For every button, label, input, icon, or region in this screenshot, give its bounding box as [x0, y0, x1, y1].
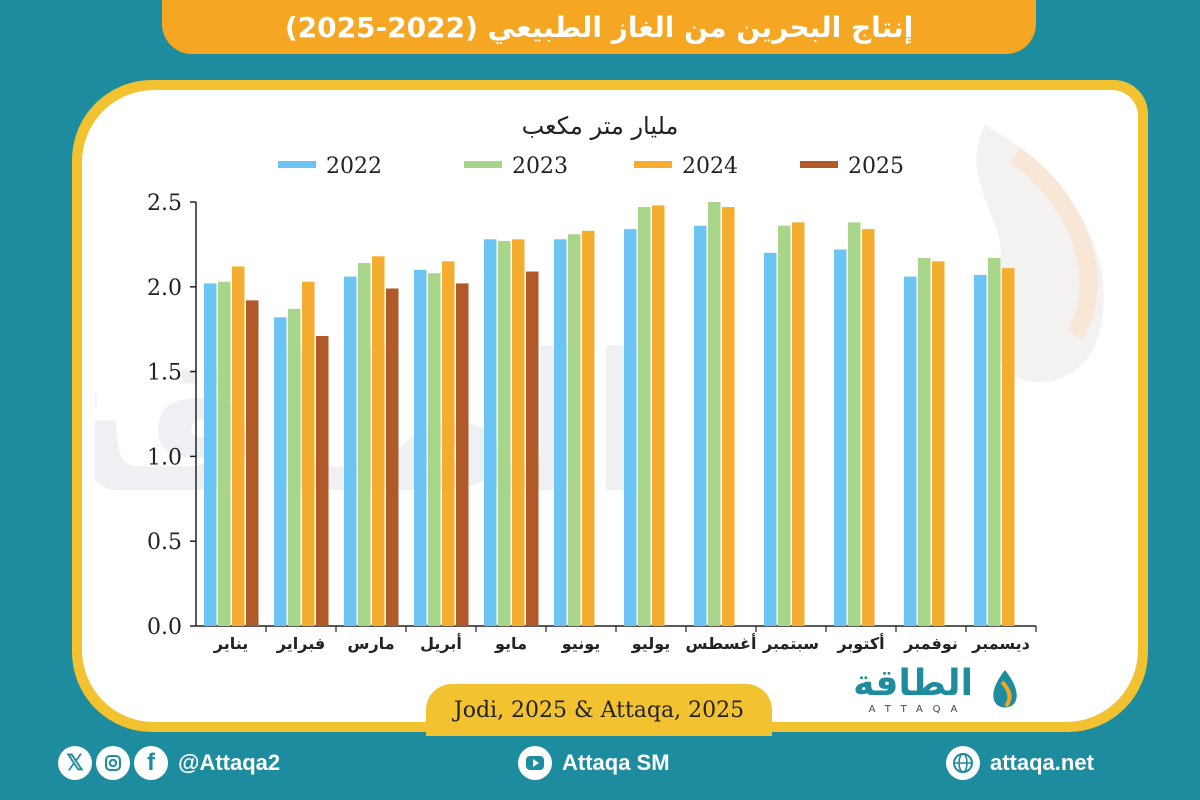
chart-title-banner: إنتاج البحرين من الغاز الطبيعي (2022-202…: [162, 0, 1036, 54]
legend-label-2023: 2023: [512, 154, 568, 179]
bar-2024-10: [862, 229, 875, 627]
facebook-icon[interactable]: f: [134, 746, 168, 780]
x-tick-label: أغسطس: [686, 633, 757, 653]
legend-label-2022: 2022: [326, 154, 382, 179]
y-tick-label: 0.5: [147, 530, 182, 555]
legend-label-2024: 2024: [682, 154, 738, 179]
bar-2022-10: [834, 249, 847, 626]
logo-text: الطاقة: [853, 663, 973, 704]
bar-2023-10: [848, 222, 861, 627]
bar-2025-4: [456, 283, 469, 626]
source-label: Jodi, 2025 & Attaqa, 2025: [426, 684, 772, 736]
source-text: Jodi, 2025 & Attaqa, 2025: [453, 697, 745, 723]
bar-2023-4: [428, 273, 441, 626]
bar-2024-1: [232, 266, 245, 626]
x-tick-label: فبراير: [276, 634, 325, 653]
legend-swatch-2025: [800, 161, 838, 168]
bar-2022-1: [204, 283, 217, 626]
website-url[interactable]: attaqa.net: [990, 750, 1094, 775]
bar-2023-3: [358, 263, 371, 626]
x-tick-label: ديسمبر: [971, 634, 1030, 653]
bar-2025-5: [526, 271, 539, 626]
bar-2024-2: [302, 281, 315, 626]
bar-2024-5: [512, 239, 525, 626]
y-tick-label: 0.0: [147, 615, 182, 640]
x-tick-label: سبتمبر: [762, 634, 819, 653]
bar-2024-6: [582, 230, 595, 626]
website-link[interactable]: attaqa.net: [946, 744, 1094, 782]
x-tick-label: أبريل: [420, 633, 462, 653]
bar-2022-7: [624, 229, 637, 627]
bar-2024-9: [792, 222, 805, 627]
logo-subtext: ATTAQA: [868, 704, 968, 715]
globe-icon[interactable]: [946, 746, 980, 780]
bar-2023-2: [288, 308, 301, 626]
bar-2023-9: [778, 225, 791, 626]
youtube-link[interactable]: Attaqa SM: [518, 744, 670, 782]
legend-swatch-2023: [464, 161, 502, 168]
bar-2022-9: [764, 252, 777, 626]
bar-2022-4: [414, 269, 427, 626]
plot-area: 0.0 0.5 1.0 1.5 2.0 2.5 يناير فبراير مارس أبريل ما…: [147, 112, 1037, 653]
y-tick-label: 1.5: [147, 361, 182, 386]
bar-2024-11: [932, 261, 945, 626]
bar-2022-6: [554, 239, 567, 626]
x-tick-label: يوليو: [631, 634, 671, 653]
y-tick-label: 1.0: [147, 445, 182, 470]
attaqa-logo: الطاقة ATTAQA: [838, 664, 1024, 720]
bar-2024-8: [722, 207, 735, 626]
x-tick-label: أكتوبر: [836, 633, 884, 653]
bar-2024-7: [652, 205, 665, 626]
bar-2022-2: [274, 317, 287, 626]
x-tick-label: نوفمبر: [903, 634, 958, 653]
chart-unit-title: مليار متر مكعب: [522, 112, 679, 140]
bar-2023-6: [568, 234, 581, 626]
bar-2022-11: [904, 276, 917, 626]
social-handle[interactable]: @Attaqa2: [178, 750, 281, 775]
bar-2022-5: [484, 239, 497, 626]
logo-drop-icon: [993, 670, 1017, 708]
bar-2025-2: [316, 335, 329, 626]
x-tick-label: يونيو: [561, 634, 601, 653]
legend-label-2025: 2025: [848, 154, 904, 179]
y-tick-label: 2.0: [147, 276, 182, 301]
bar-2022-8: [694, 225, 707, 626]
youtube-icon[interactable]: [518, 746, 552, 780]
bar-2024-4: [442, 261, 455, 626]
bar-2024-12: [1002, 268, 1015, 626]
bar-2025-1: [246, 300, 259, 626]
x-icon[interactable]: 𝕏: [58, 746, 92, 780]
legend-swatch-2022: [278, 161, 316, 168]
x-tick-label: مايو: [494, 634, 527, 653]
bar-2023-12: [988, 257, 1001, 626]
youtube-handle[interactable]: Attaqa SM: [562, 750, 670, 775]
instagram-icon[interactable]: [96, 746, 130, 780]
page-title: إنتاج البحرين من الغاز الطبيعي (2022-202…: [284, 10, 914, 44]
bar-2022-3: [344, 276, 357, 626]
bar-2023-8: [708, 202, 721, 626]
bar-2023-1: [218, 281, 231, 626]
bar-2024-3: [372, 256, 385, 626]
y-tick-label: 2.5: [147, 191, 182, 216]
bar-2023-11: [918, 257, 931, 626]
bar-2022-12: [974, 274, 987, 626]
bar-2023-7: [638, 207, 651, 626]
legend-swatch-2024: [634, 161, 672, 168]
social-links: 𝕏 f @Attaqa2: [58, 744, 280, 782]
x-tick-label: مارس: [347, 634, 394, 653]
bar-2023-5: [498, 241, 511, 626]
bar-2025-3: [386, 288, 399, 626]
x-tick-label: يناير: [213, 634, 249, 653]
